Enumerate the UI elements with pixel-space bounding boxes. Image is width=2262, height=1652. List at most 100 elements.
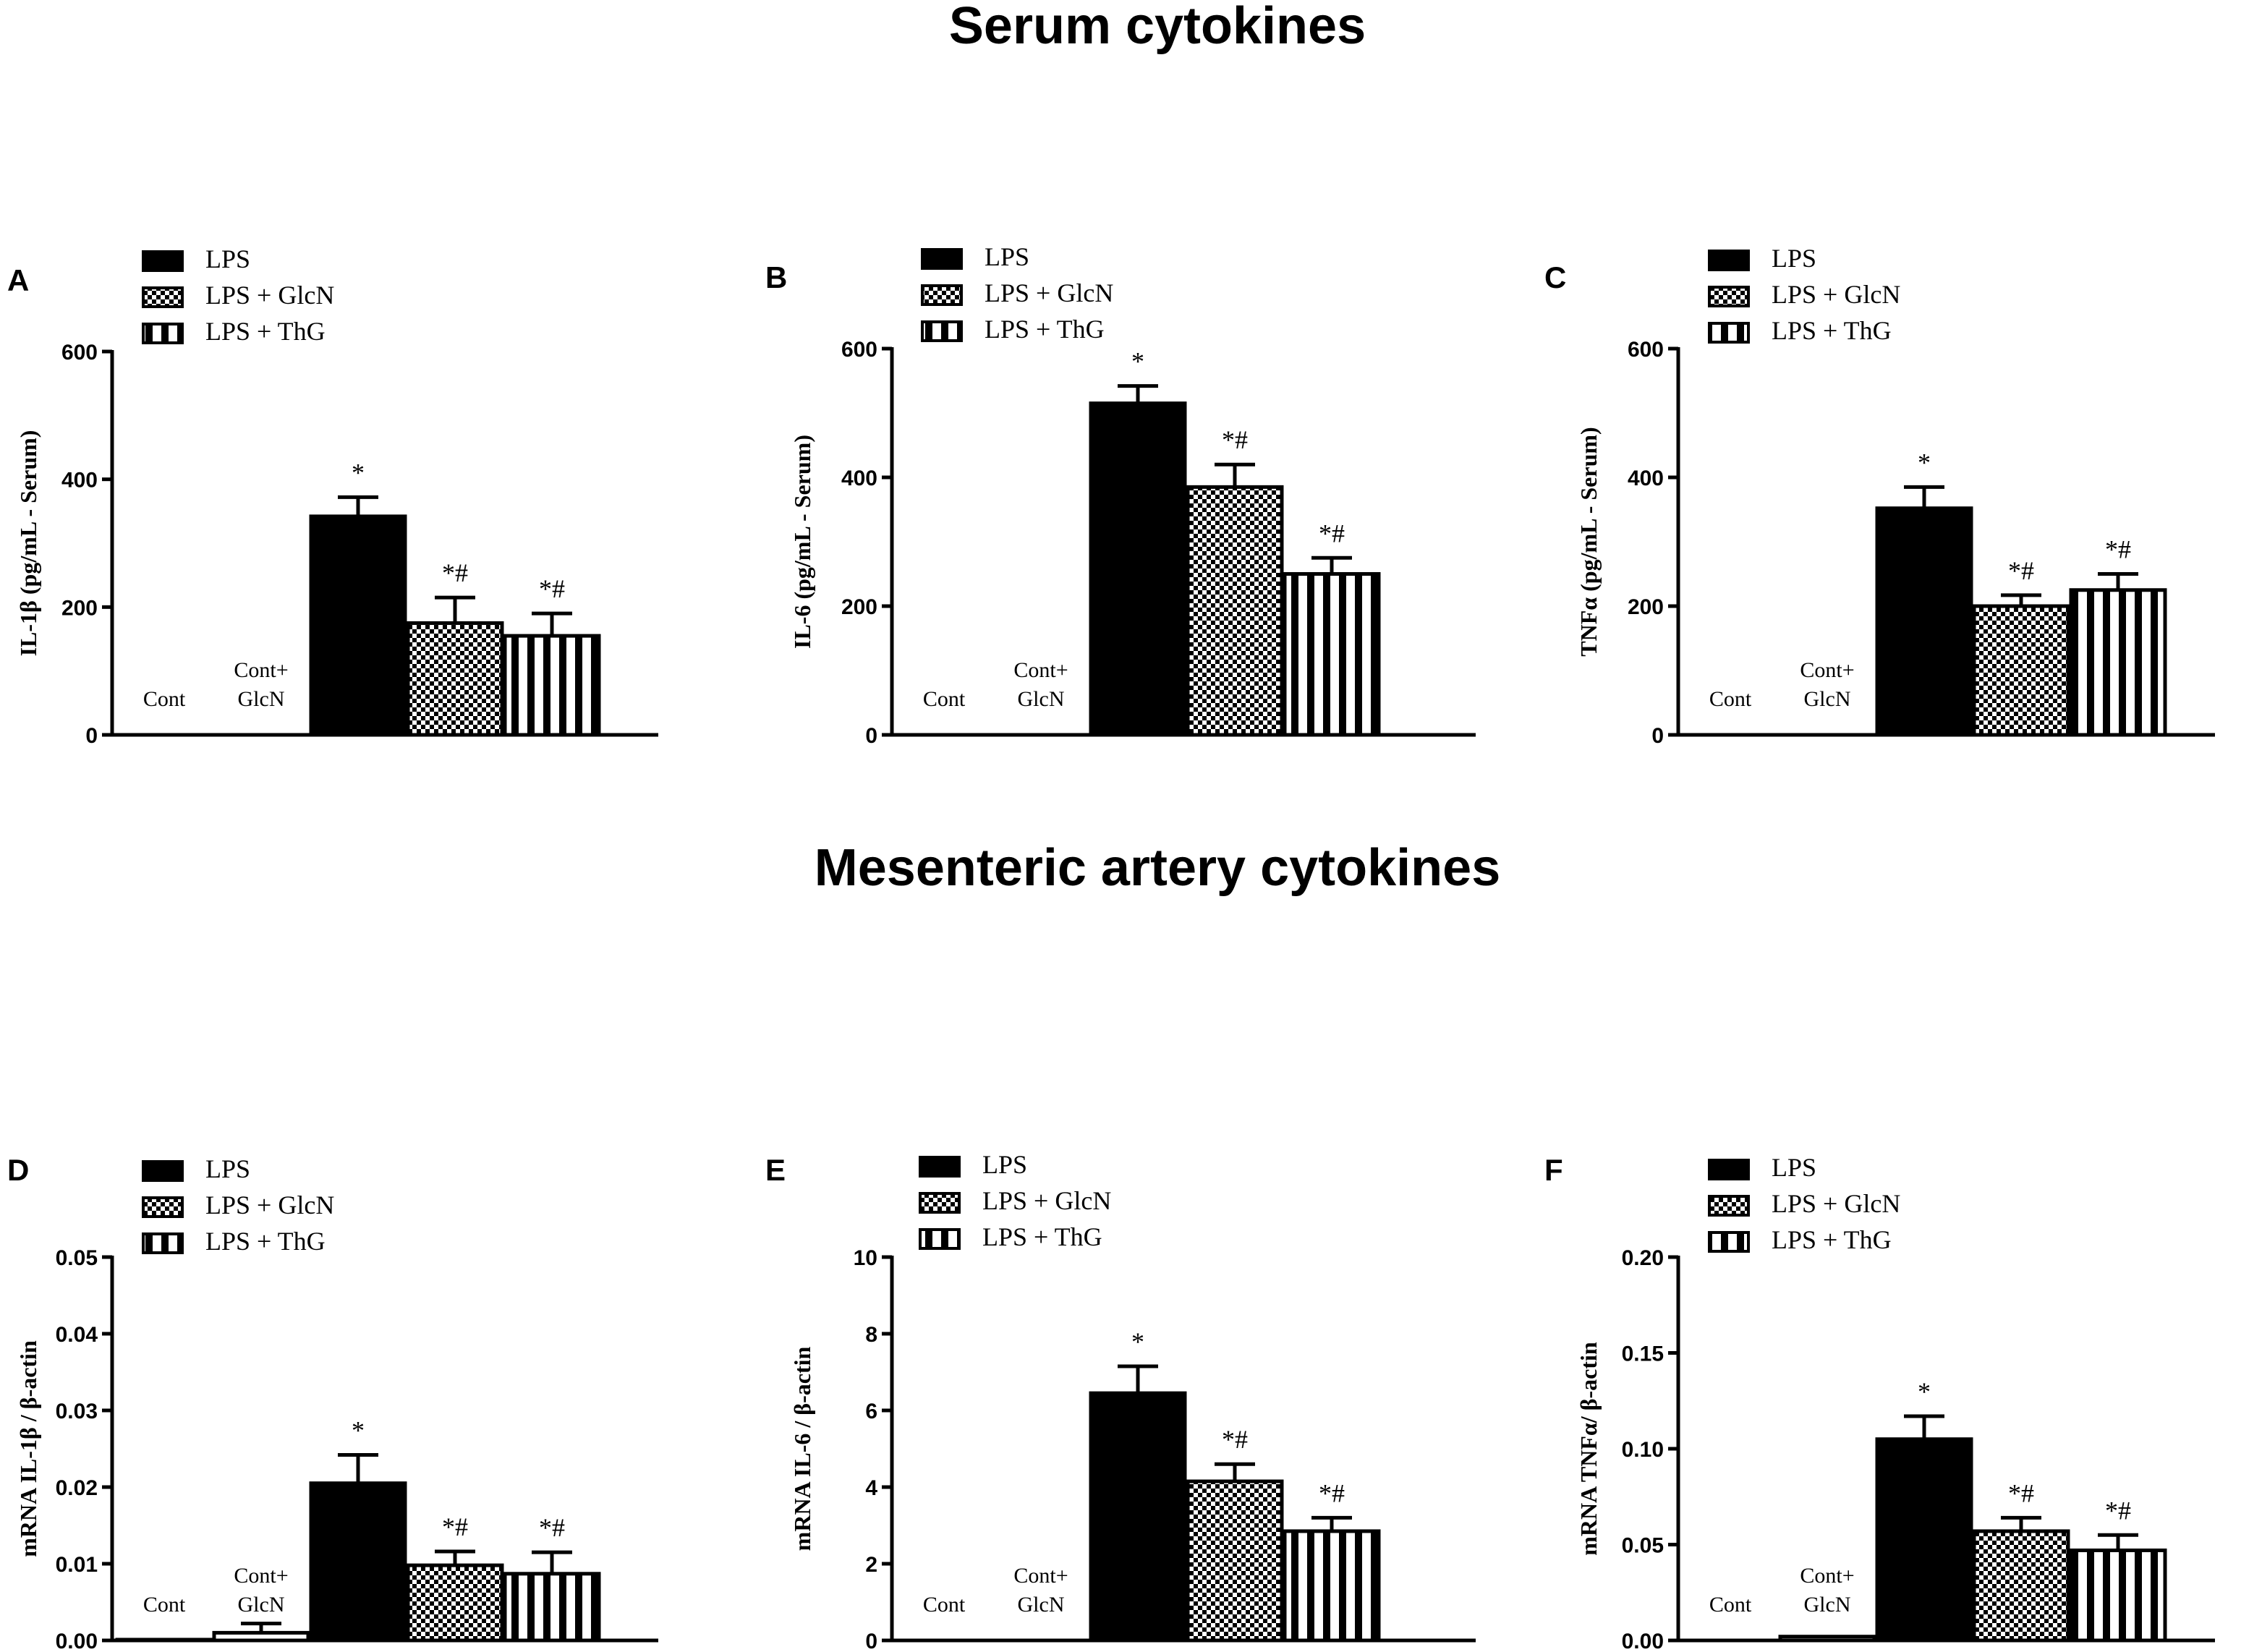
- significance-label: *: [1918, 448, 1931, 477]
- bar-lps: [1089, 1391, 1187, 1643]
- significance-label: *: [1918, 1377, 1931, 1406]
- bar-lps: [1089, 401, 1187, 737]
- legend-label: LPS: [982, 1150, 1027, 1179]
- y-axis-label: IL-6 (pg/mL - Serum): [789, 435, 815, 649]
- y-tick-label: 600: [1628, 338, 1664, 362]
- y-tick-label: 0: [865, 724, 877, 748]
- category-label: GlcN: [1804, 687, 1851, 711]
- legend-swatch: [1708, 1195, 1750, 1217]
- bar-lps-glcn: [406, 1563, 504, 1643]
- bar-lps-glcn: [1972, 604, 2070, 737]
- significance-label: *#: [2008, 1478, 2034, 1507]
- category-label: Cont: [923, 1593, 966, 1617]
- y-tick-label: 0: [1651, 724, 1664, 748]
- panel-letter: F: [1544, 1153, 1563, 1187]
- y-tick-label: 400: [61, 469, 98, 493]
- y-axis-label: mRNA IL-6 / β-actin: [789, 1346, 815, 1551]
- y-tick-label: 6: [865, 1400, 877, 1423]
- panel-B: B 0 200 400 600 IL-6 (pg/mL - Serum) Cont Cont+…: [765, 242, 1476, 748]
- legend-label: LPS + ThG: [1772, 1225, 1892, 1254]
- bar-lps-glcn: [1972, 1529, 2070, 1643]
- category-label: Cont+: [1800, 658, 1854, 682]
- bar-lps-thg: [503, 1572, 601, 1643]
- panel-A: A 0 200 400 600 IL-1β (pg/mL - Serum) Cont Cont…: [7, 244, 658, 748]
- legend-swatch: [921, 320, 963, 342]
- bar-lps-glcn: [1186, 485, 1284, 737]
- bar-lps: [1875, 506, 1973, 737]
- legend-swatch: [919, 1192, 961, 1214]
- significance-label: *#: [1222, 1425, 1248, 1454]
- significance-label: *#: [539, 1513, 565, 1542]
- legend-swatch: [1708, 286, 1750, 307]
- legend-label: LPS: [985, 242, 1029, 271]
- y-tick-label: 0.20: [1622, 1246, 1664, 1270]
- legend-label: LPS + GlcN: [1772, 1189, 1900, 1218]
- significance-label: *#: [442, 558, 468, 587]
- legend-swatch: [142, 323, 184, 344]
- significance-label: *#: [1222, 425, 1248, 454]
- y-tick-label: 600: [841, 338, 877, 362]
- panel-F: F 0.00 0.05 0.10 0.15 0.20 mRNA TNFα/ β-actin C…: [1544, 1153, 2215, 1652]
- y-tick-label: 0: [85, 724, 98, 748]
- legend-swatch: [921, 248, 963, 270]
- y-tick-label: 0.00: [56, 1630, 98, 1652]
- category-label: Cont: [1709, 687, 1752, 711]
- legend-label: LPS + ThG: [1772, 316, 1892, 345]
- y-tick-label: 8: [865, 1323, 877, 1347]
- bar-lps: [309, 514, 407, 737]
- category-label: Cont: [143, 687, 186, 711]
- legend-swatch: [142, 1232, 184, 1254]
- legend-label: LPS + GlcN: [205, 281, 334, 310]
- y-tick-label: 0.05: [56, 1246, 98, 1270]
- y-axis-label: IL-1β (pg/mL - Serum): [15, 430, 41, 657]
- legend-swatch: [1708, 322, 1750, 344]
- legend-swatch: [142, 286, 184, 308]
- legend-swatch: [919, 1228, 961, 1250]
- panel-letter: B: [765, 260, 787, 294]
- legend-label: LPS + ThG: [982, 1222, 1102, 1251]
- y-tick-label: 200: [1628, 595, 1664, 619]
- legend-label: LPS + GlcN: [1772, 280, 1900, 309]
- legend-label: LPS: [205, 1154, 250, 1183]
- y-tick-label: 0.05: [1622, 1534, 1664, 1558]
- y-tick-label: 10: [854, 1246, 877, 1270]
- y-tick-label: 0.00: [1622, 1630, 1664, 1652]
- y-tick-label: 400: [841, 467, 877, 490]
- bar-lps-thg: [503, 634, 601, 737]
- significance-label: *: [1131, 347, 1144, 376]
- legend-swatch: [921, 284, 963, 306]
- significance-label: *#: [442, 1512, 468, 1541]
- y-tick-label: 0.10: [1622, 1438, 1664, 1462]
- bar-lps: [1875, 1437, 1973, 1643]
- significance-label: *#: [2008, 556, 2034, 585]
- y-tick-label: 0: [865, 1630, 877, 1652]
- y-tick-label: 0.01: [56, 1553, 98, 1577]
- category-label: Cont: [1709, 1593, 1752, 1617]
- y-tick-label: 4: [865, 1476, 877, 1500]
- y-axis-label: TNFα (pg/mL - Serum): [1576, 427, 1602, 656]
- panel-C: C 0 200 400 600 TNFα (pg/mL - Serum) Cont Cont+…: [1544, 244, 2215, 748]
- y-axis-label: mRNA IL-1β / β-actin: [15, 1340, 41, 1557]
- bar-lps-glcn: [1186, 1479, 1284, 1643]
- significance-label: *#: [1319, 519, 1345, 548]
- significance-label: *#: [2105, 535, 2131, 564]
- legend-swatch: [1708, 250, 1750, 271]
- y-tick-label: 0.04: [56, 1323, 98, 1347]
- y-tick-label: 400: [1628, 467, 1664, 490]
- bar-lps-thg: [2069, 588, 2167, 737]
- bar-lps: [309, 1481, 407, 1643]
- panel-letter: D: [7, 1153, 29, 1187]
- category-label: GlcN: [238, 687, 285, 711]
- panel-E: E 0 2 4 6 8 10 mRNA IL-6 / β-actin Cont Cont+ GlcN…: [765, 1150, 1476, 1652]
- section-title-serum: Serum cytokines: [949, 0, 1366, 55]
- legend-swatch: [142, 1196, 184, 1218]
- category-label: GlcN: [238, 1593, 285, 1617]
- legend-swatch: [919, 1156, 961, 1178]
- significance-label: *: [352, 458, 365, 487]
- category-label: Cont+: [234, 658, 288, 682]
- significance-label: *#: [539, 574, 565, 603]
- y-tick-label: 600: [61, 341, 98, 365]
- panel-letter: C: [1544, 260, 1566, 294]
